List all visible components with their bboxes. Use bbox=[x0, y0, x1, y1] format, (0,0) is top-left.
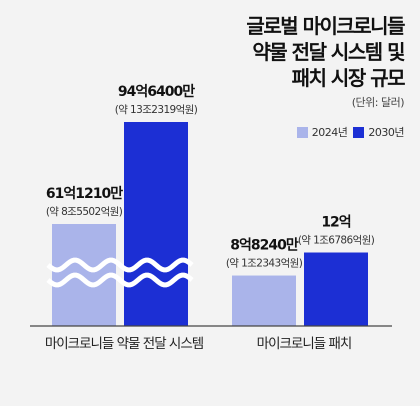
legend-label-2024: 2024년 bbox=[311, 126, 348, 139]
category-label-1: 마이크로니들 패치 bbox=[257, 336, 352, 352]
title-line-1: 글로벌 마이크로니들 bbox=[246, 14, 405, 38]
value-sublabel-1-1: (약 1조6786억원) bbox=[298, 235, 375, 247]
value-sublabel-0-0: (약 8조5502억원) bbox=[46, 206, 123, 218]
legend: 2024년 2030년 bbox=[296, 124, 404, 140]
value-label-0-1: 8억8240만 bbox=[230, 238, 299, 254]
value-label-1-1: 12억 bbox=[321, 215, 350, 231]
legend-item-2024: 2024년 bbox=[296, 124, 348, 140]
legend-label-2030: 2030년 bbox=[368, 126, 404, 139]
bar-2030년-0 bbox=[124, 122, 188, 326]
value-label-1-0: 94억6400만 bbox=[118, 84, 195, 100]
category-label-0: 마이크로니들 약물 전달 시스템 bbox=[45, 336, 203, 352]
value-sublabel-1-0: (약 13조2319억원) bbox=[115, 104, 198, 116]
legend-swatch-2024 bbox=[296, 126, 308, 138]
bar-2024년-1 bbox=[232, 275, 296, 326]
legend-swatch-2030 bbox=[353, 126, 365, 138]
value-label-0-0: 61억1210만 bbox=[46, 186, 123, 202]
axis-break-line-2 bbox=[46, 272, 194, 288]
unit-label: (단위: 달러) bbox=[351, 96, 405, 109]
title-line-3: 패치 시장 규모 bbox=[291, 66, 406, 90]
bar-2030년-1 bbox=[304, 252, 368, 326]
title-line-2: 약물 전달 시스템 및 bbox=[252, 40, 405, 64]
axis-break-line-1 bbox=[46, 257, 194, 273]
value-sublabel-0-1: (약 1조2343억원) bbox=[226, 258, 303, 270]
legend-item-2030: 2030년 bbox=[353, 124, 404, 140]
